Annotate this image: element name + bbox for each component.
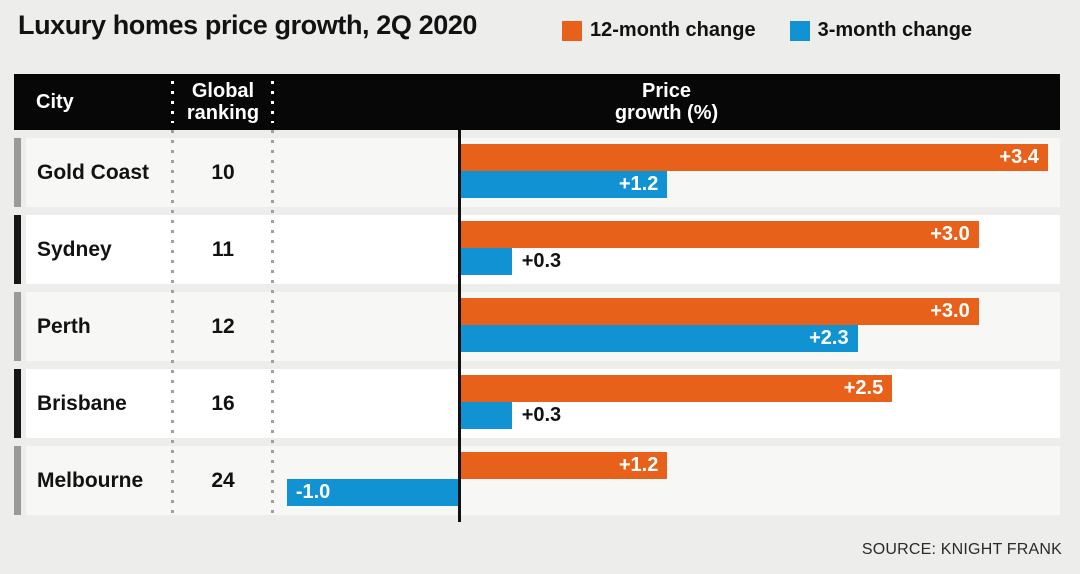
table-row: Perth 12 +3.0 +2.3 [14, 292, 1060, 361]
legend-item-3-month: 3-month change [789, 19, 973, 42]
global-ranking-cell: 16 [173, 369, 273, 438]
bar-12-month-change: +3.0 [459, 298, 979, 325]
bar-cell: +3.0 +2.3 [273, 292, 1060, 361]
header-price-growth-label: Price growth (%) [614, 79, 719, 124]
row-marker [14, 369, 21, 438]
row-marker-cell [14, 292, 26, 361]
bar-12-month-change: +3.4 [459, 144, 1048, 171]
global-ranking-cell: 12 [173, 292, 273, 361]
bar-3-month-change: +2.3 [459, 325, 858, 352]
bar-12-month-change: +1.2 [459, 452, 668, 479]
city-label: Brisbane [37, 391, 127, 415]
table-body: Gold Coast 10 +3.4 +1.2 Sydney 11 +3.0 +0.… [14, 130, 1060, 515]
row-body: Brisbane 16 +2.5 +0.3 [26, 369, 1060, 438]
row-marker [14, 446, 21, 515]
row-marker-cell [14, 369, 26, 438]
bar-value-label: +3.4 [999, 146, 1039, 168]
source-credit: SOURCE: KNIGHT FRANK [861, 541, 1062, 558]
city-label: Sydney [37, 237, 112, 261]
legend: 12-month change 3-month change [562, 19, 972, 42]
city-label: Gold Coast [37, 160, 150, 184]
bar-value-label: +2.5 [843, 377, 884, 399]
data-table: City Global ranking Price growth (%) Gol… [14, 74, 1060, 522]
zero-axis-line [458, 130, 462, 522]
table-row: Melbourne 24 +1.2 -1.0 [14, 446, 1060, 515]
city-cell: Gold Coast [26, 138, 173, 207]
bar-value-label: +1.2 [618, 173, 659, 195]
legend-item-12-month: 12-month change [562, 19, 756, 42]
bar-3-month-change [459, 248, 512, 275]
bar-value-label: +2.3 [809, 327, 849, 349]
bar-3-month-change: +1.2 [459, 171, 668, 198]
bar-cell: +1.2 -1.0 [273, 446, 1060, 515]
bar-value-label: +0.3 [521, 404, 562, 426]
city-cell: Brisbane [26, 369, 173, 438]
legend-swatch-12-month [562, 20, 582, 41]
row-marker-cell [14, 215, 26, 284]
city-label: Melbourne [37, 468, 144, 492]
city-cell: Sydney [26, 215, 173, 284]
bar-3-month-change [459, 402, 512, 429]
global-ranking-value: 12 [211, 314, 235, 338]
global-ranking-value: 24 [211, 468, 235, 492]
global-ranking-cell: 11 [173, 215, 273, 284]
bar-cell: +2.5 +0.3 [273, 369, 1060, 438]
legend-label-3-month: 3-month change [817, 19, 973, 41]
global-ranking-cell: 24 [173, 446, 273, 515]
row-marker [14, 215, 21, 284]
bar-value-label: -1.0 [295, 481, 331, 503]
body-column-divider [271, 130, 274, 516]
row-marker-cell [14, 446, 26, 515]
table-row: Gold Coast 10 +3.4 +1.2 [14, 138, 1060, 207]
legend-label-12-month: 12-month change [590, 19, 756, 41]
global-ranking-cell: 10 [173, 138, 273, 207]
header-price-growth: Price growth (%) [273, 74, 1060, 130]
row-body: Melbourne 24 +1.2 -1.0 [26, 446, 1060, 515]
legend-swatch-3-month [789, 20, 810, 41]
row-marker [14, 138, 21, 207]
bar-3-month-change: -1.0 [286, 479, 460, 506]
bar-cell: +3.0 +0.3 [273, 215, 1060, 284]
header-city: City [36, 90, 74, 113]
row-marker [14, 292, 21, 361]
bar-value-label: +3.0 [930, 223, 970, 245]
bar-12-month-change: +2.5 [459, 375, 893, 402]
bar-value-label: +3.0 [930, 300, 970, 322]
chart-title: Luxury homes price growth, 2Q 2020 [18, 10, 478, 40]
city-label: Perth [37, 314, 91, 338]
row-body: Sydney 11 +3.0 +0.3 [26, 215, 1060, 284]
row-body: Gold Coast 10 +3.4 +1.2 [26, 138, 1060, 207]
bar-value-label: +1.2 [618, 454, 659, 476]
global-ranking-value: 10 [211, 160, 235, 184]
table-row: Sydney 11 +3.0 +0.3 [14, 215, 1060, 284]
bar-cell: +3.4 +1.2 [273, 138, 1060, 207]
header-column-divider [271, 81, 274, 123]
header-global-ranking: Global ranking [173, 74, 273, 130]
table-header: City Global ranking Price growth (%) [14, 74, 1060, 130]
row-body: Perth 12 +3.0 +2.3 [26, 292, 1060, 361]
row-marker-cell [14, 138, 26, 207]
header-global-ranking-label: Global ranking [186, 79, 260, 124]
global-ranking-value: 11 [211, 237, 235, 261]
table-row: Brisbane 16 +2.5 +0.3 [14, 369, 1060, 438]
bar-12-month-change: +3.0 [459, 221, 979, 248]
global-ranking-value: 16 [211, 391, 235, 415]
city-cell: Melbourne [26, 446, 173, 515]
header-column-divider [171, 81, 174, 123]
bar-value-label: +0.3 [521, 250, 562, 272]
city-cell: Perth [26, 292, 173, 361]
body-column-divider [171, 130, 174, 516]
